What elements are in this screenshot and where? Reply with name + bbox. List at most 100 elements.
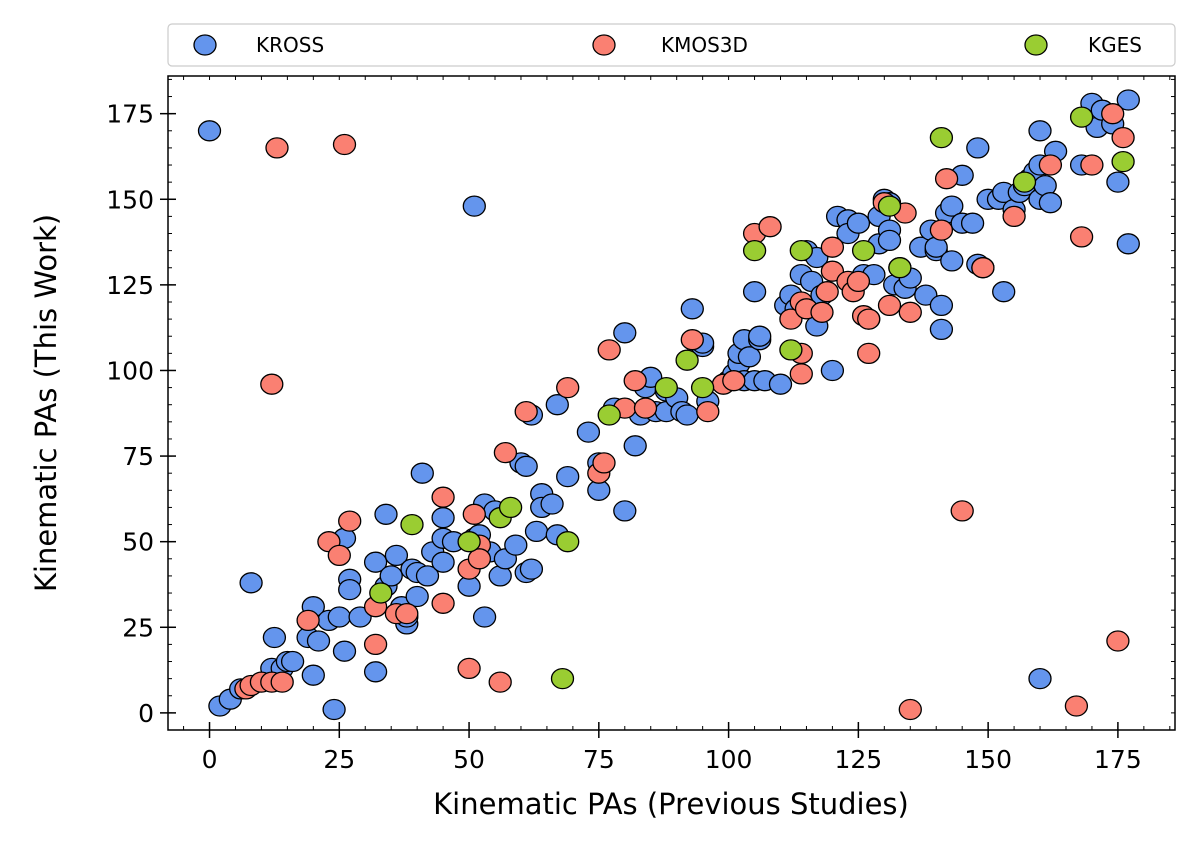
y-axis: 0 25 50 75 100 125 150 175 xyxy=(106,100,176,728)
data-point-kross xyxy=(992,281,1016,303)
data-point-kross xyxy=(675,404,699,426)
data-point-kross xyxy=(363,661,388,683)
data-point-kmos3d xyxy=(363,633,388,656)
data-point-kross xyxy=(540,493,564,515)
data-point-kross xyxy=(514,455,538,477)
data-point-kmos3d xyxy=(696,400,720,423)
data-point-kmos3d xyxy=(1080,154,1104,176)
data-point-kmos3d xyxy=(950,500,974,522)
data-point-kmos3d xyxy=(898,698,922,721)
data-point-kross xyxy=(410,462,434,484)
data-point-kmos3d xyxy=(789,363,813,385)
data-point-kges xyxy=(1111,150,1135,173)
data-point-kges xyxy=(1012,171,1037,193)
y-tick-label: 75 xyxy=(122,442,154,471)
legend-marker-kmos3d xyxy=(592,34,616,56)
data-point-kges xyxy=(369,582,393,604)
x-tick-label: 25 xyxy=(323,745,355,774)
data-point-kmos3d xyxy=(488,671,512,693)
legend-box xyxy=(167,23,1176,67)
data-point-kges xyxy=(690,376,715,399)
x-tick-label: 0 xyxy=(202,745,218,774)
data-point-kross xyxy=(1028,667,1052,690)
data-point-kmos3d xyxy=(971,257,995,279)
data-point-kross xyxy=(384,544,409,567)
data-point-kross xyxy=(748,325,772,347)
y-axis-label: Kinematic PAs (This Work) xyxy=(29,214,63,592)
data-point-kross xyxy=(846,212,871,234)
data-point-kross xyxy=(768,373,793,395)
y-tick-label: 150 xyxy=(106,185,154,214)
data-point-kross xyxy=(1038,192,1063,214)
y-tick-label: 0 xyxy=(138,699,154,728)
data-point-kross xyxy=(379,565,403,587)
data-point-kmos3d xyxy=(431,592,455,614)
data-point-kges xyxy=(556,531,580,553)
data-point-kmos3d xyxy=(431,486,455,508)
data-point-kross xyxy=(338,578,362,601)
x-tick-label: 50 xyxy=(453,745,485,774)
data-point-kross xyxy=(363,551,388,573)
data-point-kross xyxy=(966,137,990,159)
x-tick-label: 125 xyxy=(835,745,883,774)
legend: KROSS KMOS3D KGES xyxy=(167,23,1176,67)
x-axis-label: Kinematic PAs (Previous Studies) xyxy=(433,787,909,821)
data-point-kmos3d xyxy=(1111,126,1135,149)
data-point-kmos3d xyxy=(597,339,621,361)
data-point-kges xyxy=(789,239,813,262)
data-point-kmos3d xyxy=(265,137,289,159)
data-point-kges xyxy=(597,404,621,426)
data-point-kmos3d xyxy=(338,510,362,532)
data-point-kross xyxy=(545,394,569,416)
data-point-kges xyxy=(929,126,954,149)
data-point-kmos3d xyxy=(898,301,922,323)
data-point-kmos3d xyxy=(592,452,616,474)
data-point-kross xyxy=(374,503,398,525)
data-point-kross xyxy=(940,250,964,272)
data-point-kross xyxy=(431,507,455,529)
data-points xyxy=(197,89,1140,721)
data-point-kges xyxy=(498,496,523,519)
data-point-kmos3d xyxy=(1038,154,1063,176)
data-point-kmos3d xyxy=(877,294,902,317)
data-point-kmos3d xyxy=(623,370,647,392)
data-point-kross xyxy=(1116,233,1140,255)
data-point-kmos3d xyxy=(514,400,538,423)
data-point-kross xyxy=(929,294,954,317)
x-tick-label: 75 xyxy=(583,745,615,774)
data-point-kges xyxy=(675,349,699,371)
data-point-kmos3d xyxy=(846,270,871,293)
data-point-kmos3d xyxy=(395,602,419,625)
legend-marker-kges xyxy=(1024,34,1048,56)
data-point-kmos3d xyxy=(820,236,845,258)
legend-label-kmos3d: KMOS3D xyxy=(661,33,748,57)
data-point-kges xyxy=(1069,106,1094,128)
data-point-kmos3d xyxy=(327,544,351,567)
data-point-kross xyxy=(504,534,528,556)
data-point-kross xyxy=(301,664,325,686)
data-point-kross xyxy=(415,565,440,587)
data-point-kmos3d xyxy=(815,281,839,303)
series-kmos3d xyxy=(234,103,1135,721)
data-point-kges xyxy=(550,667,575,690)
data-point-kmos3d xyxy=(633,397,658,419)
data-point-kmos3d xyxy=(934,168,959,190)
y-tick-label: 50 xyxy=(122,528,154,557)
data-point-kges xyxy=(457,531,481,553)
data-point-kross xyxy=(737,346,762,368)
data-point-kross xyxy=(280,650,305,673)
data-point-kges xyxy=(742,239,767,262)
data-point-kmos3d xyxy=(722,370,746,392)
legend-marker-kross xyxy=(193,34,217,56)
y-tick-label: 25 xyxy=(122,613,154,642)
y-tick-label: 175 xyxy=(106,100,154,129)
data-point-kross xyxy=(327,606,351,628)
data-point-kross xyxy=(332,640,357,662)
data-point-kross xyxy=(197,120,222,142)
data-point-kross xyxy=(431,551,455,573)
data-point-kmos3d xyxy=(929,219,954,241)
data-point-kmos3d xyxy=(1101,103,1125,125)
data-point-kross xyxy=(680,298,704,320)
data-point-kross xyxy=(820,359,845,382)
